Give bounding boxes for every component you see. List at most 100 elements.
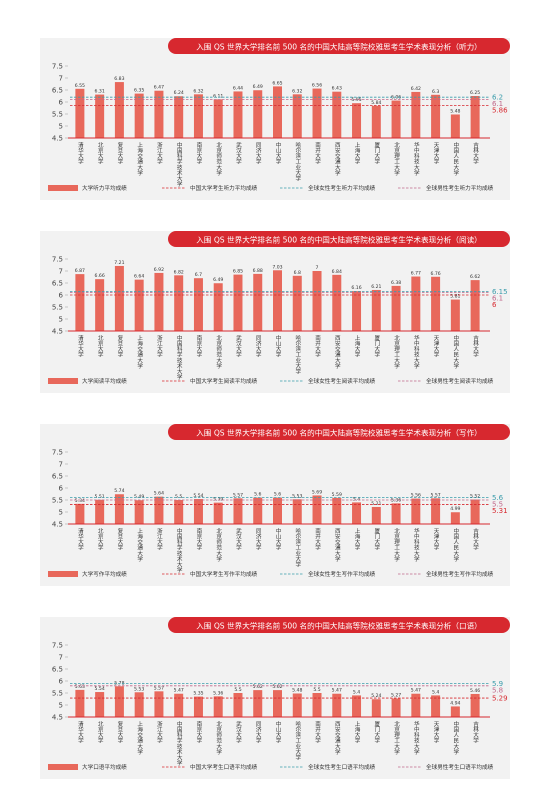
bar <box>371 105 381 138</box>
value-label: 5.52 <box>470 494 480 500</box>
legend-label: 全球女性考生口语平均成绩 <box>308 763 376 771</box>
value-label: 5.64 <box>154 491 164 497</box>
x-tick-label: 中国科学技术大学 <box>176 720 183 766</box>
chart-title: 入围 QS 世界大学排名前 500 名的中国大陆高等院校雅思考生学术表现分析（听… <box>196 42 482 52</box>
bar <box>154 496 164 524</box>
chart-title: 入围 QS 世界大学排名前 500 名的中国大陆高等院校雅思考生学术表现分析（阅… <box>196 235 482 245</box>
y-tick-label: 5 <box>59 123 63 131</box>
bar <box>75 503 85 524</box>
x-tick-label: 华中科技大学 <box>413 141 420 176</box>
x-tick-label: 北京大学 <box>97 141 104 165</box>
value-label: 5.63 <box>75 684 85 690</box>
bar <box>411 693 421 717</box>
value-label: 5.56 <box>411 493 421 499</box>
y-tick-label: 6.5 <box>52 280 63 288</box>
reference-value-label: 6.2 <box>492 94 503 102</box>
x-tick-label: 同济大学 <box>255 721 262 744</box>
bar <box>134 500 144 524</box>
x-tick-label: 哈尔滨工业大学 <box>294 334 301 375</box>
value-label: 5.57 <box>154 685 164 691</box>
chart-panel: 入围 QS 世界大学排名前 500 名的中国大陆高等院校雅思考生学术表现分析（听… <box>40 38 510 200</box>
bar <box>233 91 243 138</box>
bar <box>95 94 105 138</box>
y-tick-label: 5 <box>59 316 63 324</box>
x-tick-label: 西安交通大学 <box>334 721 341 755</box>
bar <box>371 699 381 717</box>
title-bar <box>168 231 510 247</box>
bar <box>75 88 85 138</box>
value-label: 7 <box>316 265 319 271</box>
x-tick-label: 上海大学 <box>354 720 361 744</box>
value-label: 5.4 <box>432 689 439 695</box>
x-tick-label: 武汉大学 <box>235 334 242 358</box>
x-tick-label: 浙江大学 <box>156 720 163 744</box>
legend-label: 中国大学考生听力平均成绩 <box>190 184 258 192</box>
x-tick-label: 浙江大学 <box>156 141 163 165</box>
x-tick-label: 浙江大学 <box>156 527 163 551</box>
y-tick-label: 4.5 <box>52 135 63 143</box>
y-tick-label: 5.5 <box>52 111 63 119</box>
legend-label: 大学听力平均成绩 <box>82 184 127 192</box>
x-tick-label: 南京大学 <box>195 141 202 165</box>
x-tick-label: 清华大学 <box>77 720 84 744</box>
reference-value-label: 5.86 <box>492 107 508 115</box>
y-tick-label: 5.5 <box>52 497 63 505</box>
bar <box>134 93 144 138</box>
value-label: 6.44 <box>233 85 243 91</box>
x-tick-label: 西安交通大学 <box>334 335 341 369</box>
value-label: 6.35 <box>134 88 144 94</box>
bar <box>391 698 401 717</box>
bar <box>470 499 480 524</box>
value-label: 6.8 <box>294 270 301 276</box>
bar <box>312 271 322 331</box>
y-tick-label: 4.5 <box>52 328 63 336</box>
legend-label: 全球男性考生听力平均成绩 <box>426 184 494 192</box>
value-label: 5.4 <box>353 689 360 695</box>
x-tick-label: 西安交通大学 <box>334 528 341 562</box>
x-tick-label: 同济大学 <box>255 528 262 551</box>
bar <box>253 690 263 717</box>
value-label: 6.62 <box>470 274 480 280</box>
x-tick-label: 上海大学 <box>354 334 361 358</box>
chart-panel: 入围 QS 世界大学排名前 500 名的中国大陆高等院校雅思考生学术表现分析（写… <box>40 424 510 586</box>
bar <box>292 275 302 331</box>
bar <box>154 691 164 717</box>
value-label: 5.48 <box>450 108 460 114</box>
value-label: 6.47 <box>154 85 164 91</box>
x-tick-label: 上海大学 <box>354 527 361 551</box>
x-tick-label: 华中科技大学 <box>413 527 420 562</box>
y-tick-label: 6.5 <box>52 666 63 674</box>
y-tick-label: 6 <box>59 678 64 686</box>
legend-label: 全球女性考生听力平均成绩 <box>308 184 376 192</box>
x-tick-label: 北京理工大学 <box>393 720 400 755</box>
value-label: 5.53 <box>292 493 302 499</box>
value-label: 6.42 <box>411 86 421 92</box>
x-tick-label: 武汉大学 <box>235 720 242 744</box>
x-tick-label: 北京大学 <box>97 334 104 358</box>
bar <box>352 291 362 331</box>
x-tick-label: 哈尔滨工业大学 <box>294 141 301 182</box>
bar <box>470 693 480 717</box>
value-label: 6.66 <box>95 273 105 279</box>
x-tick-label: 西安交通大学 <box>334 142 341 176</box>
x-tick-label: 中山大学 <box>275 141 282 165</box>
value-label: 6.7 <box>195 272 202 278</box>
value-label: 5.46 <box>470 688 480 694</box>
bar <box>450 299 460 331</box>
bar <box>470 280 480 331</box>
x-tick-label: 南开大学 <box>314 141 321 165</box>
x-tick-label: 厦门大学 <box>373 721 380 744</box>
x-tick-label: 南开大学 <box>314 334 321 358</box>
bar <box>95 279 105 331</box>
x-tick-label: 中国人民大学 <box>452 527 459 562</box>
bar <box>411 276 421 331</box>
reference-value-label: 6.1 <box>492 100 503 108</box>
legend-label: 全球女性考生写作平均成绩 <box>308 570 376 578</box>
y-tick-label: 7.5 <box>52 642 63 650</box>
x-tick-label: 北京师范大学 <box>215 334 222 369</box>
x-tick-label: 哈尔滨工业大学 <box>294 527 301 568</box>
x-tick-label: 北京大学 <box>97 527 104 551</box>
value-label: 5.59 <box>332 492 342 498</box>
